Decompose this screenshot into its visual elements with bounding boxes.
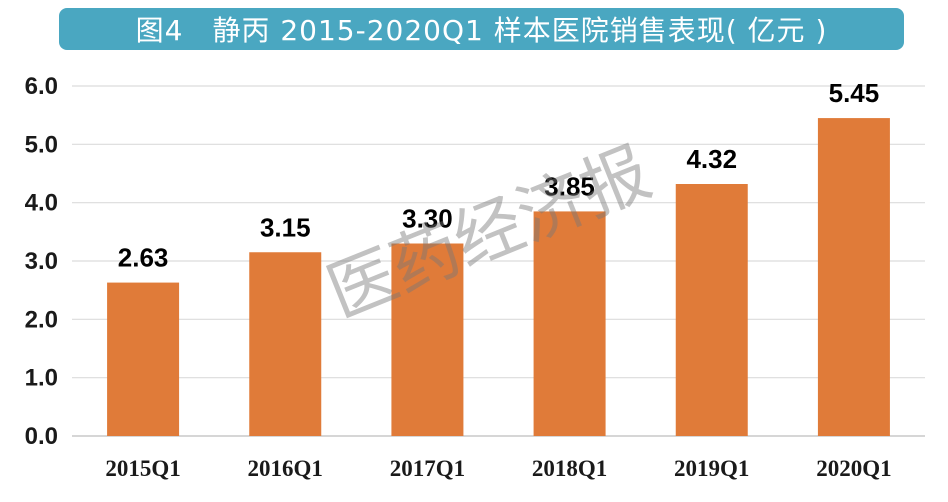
x-axis-ticks: 2015Q1 2016Q1 2017Q1 2018Q1 2019Q1 2020Q1 (105, 456, 891, 481)
y-tick-label: 0.0 (25, 423, 58, 450)
chart-title: 图4 静丙 2015-2020Q1 样本医院销售表现( 亿元 ) (135, 14, 828, 47)
data-label: 2.63 (118, 243, 169, 273)
x-tick-label: 2016Q1 (248, 456, 323, 481)
bar-2020Q1 (817, 118, 890, 436)
x-tick-label: 2018Q1 (532, 456, 607, 481)
x-tick-label: 2015Q1 (105, 456, 180, 481)
data-label: 3.85 (544, 171, 595, 201)
y-tick-label: 5.0 (25, 131, 58, 158)
bar-2015Q1 (107, 282, 180, 436)
watermark: 医药经济报 (317, 133, 662, 334)
data-label: 4.32 (686, 144, 737, 174)
bar-2016Q1 (249, 252, 322, 436)
y-tick-label: 3.0 (25, 248, 58, 275)
x-tick-label: 2017Q1 (390, 456, 465, 481)
y-tick-label: 6.0 (25, 73, 58, 100)
gridlines (72, 85, 925, 437)
bar-2018Q1 (533, 211, 606, 436)
data-label: 5.45 (829, 78, 880, 108)
y-tick-label: 2.0 (25, 306, 58, 333)
data-label: 3.30 (402, 204, 453, 234)
data-label: 3.15 (260, 212, 311, 242)
y-tick-label: 4.0 (25, 190, 58, 217)
x-tick-label: 2019Q1 (674, 456, 749, 481)
y-tick-label: 1.0 (25, 365, 58, 392)
x-tick-label: 2020Q1 (816, 456, 891, 481)
chart-title-banner: 图4 静丙 2015-2020Q1 样本医院销售表现( 亿元 ) (59, 8, 904, 50)
bar-2017Q1 (391, 243, 464, 436)
y-axis-ticks: 0.0 1.0 2.0 3.0 4.0 5.0 6.0 (25, 73, 58, 450)
bars (107, 118, 890, 436)
data-labels: 2.63 3.15 3.30 3.85 4.32 5.45 (118, 78, 879, 273)
bar-2019Q1 (675, 184, 748, 436)
